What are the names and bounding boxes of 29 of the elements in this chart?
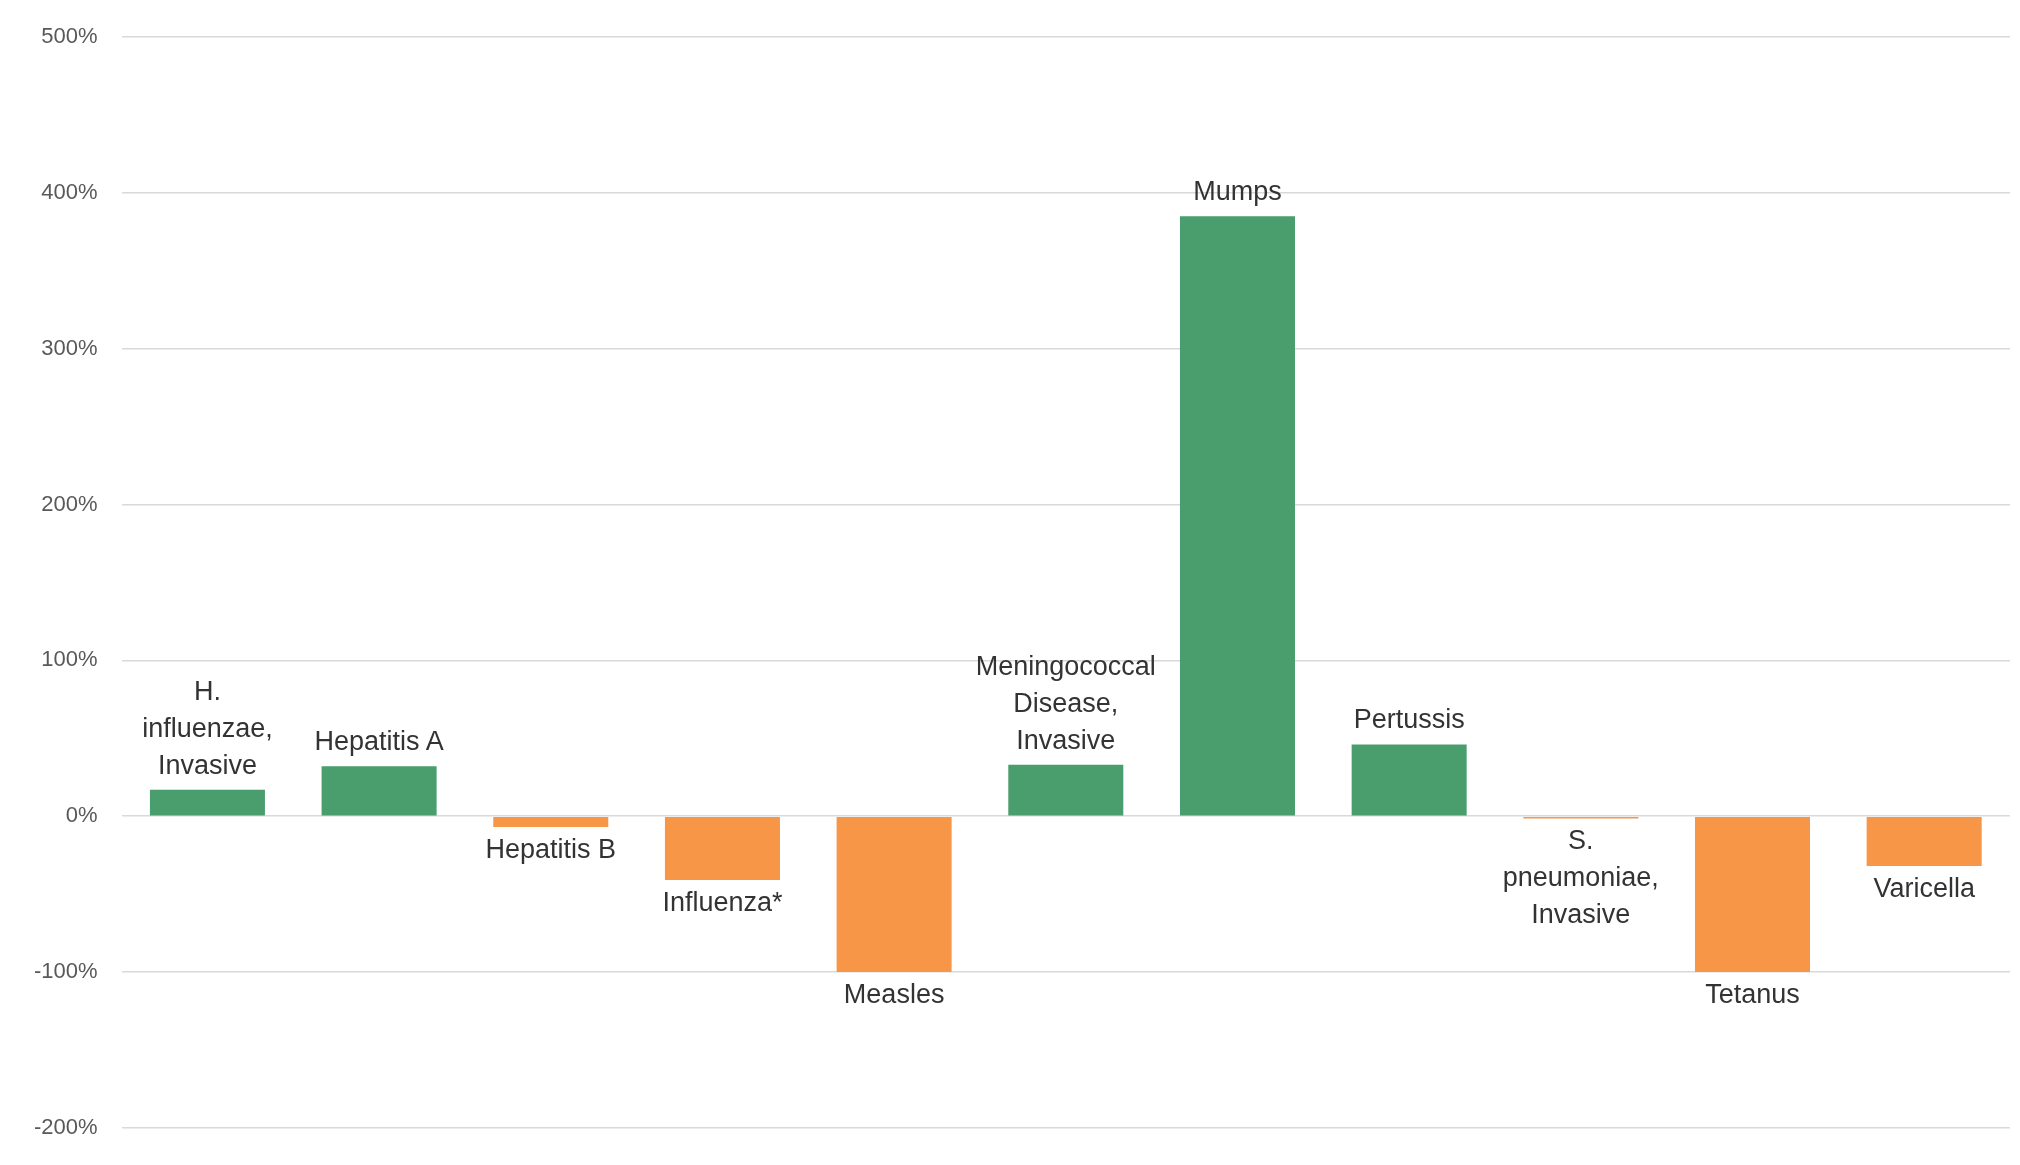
x-tick-label: Tetanus [1705,978,1800,1009]
y-tick-label: -100% [34,958,98,984]
y-tick-label: 100% [41,646,98,672]
bar [1866,816,1982,867]
y-tick-label: 300% [41,334,98,360]
x-tick-label: Pertussis [1353,704,1465,735]
bar [321,766,437,816]
bar [149,789,265,816]
x-tick-label: Influenza* [662,887,783,918]
x-tick-label: Meningococcal Disease, Invasive [975,650,1156,755]
x-tick-label: H. influenzae, Invasive [142,675,273,780]
y-tick-label: 0% [65,802,98,828]
y-tick-label: 500% [41,23,98,49]
x-tick-label: Measles [843,978,945,1009]
y-tick-label: 200% [41,490,98,516]
x-tick-label: Hepatitis A [314,726,444,757]
y-tick-label: -200% [34,1113,98,1139]
x-tick-label: Hepatitis B [485,834,617,865]
bar [836,816,952,972]
bar [1008,764,1124,816]
y-tick-label: 400% [41,179,98,205]
bar [1351,744,1467,816]
x-tick-label: Varicella [1873,873,1976,904]
bar [664,816,780,881]
bar [1179,216,1295,816]
bar [493,816,609,828]
x-tick-label: S. pneumoniae, Invasive [1502,825,1659,930]
x-tick-label: Mumps [1193,176,1282,207]
bar [1694,816,1810,972]
